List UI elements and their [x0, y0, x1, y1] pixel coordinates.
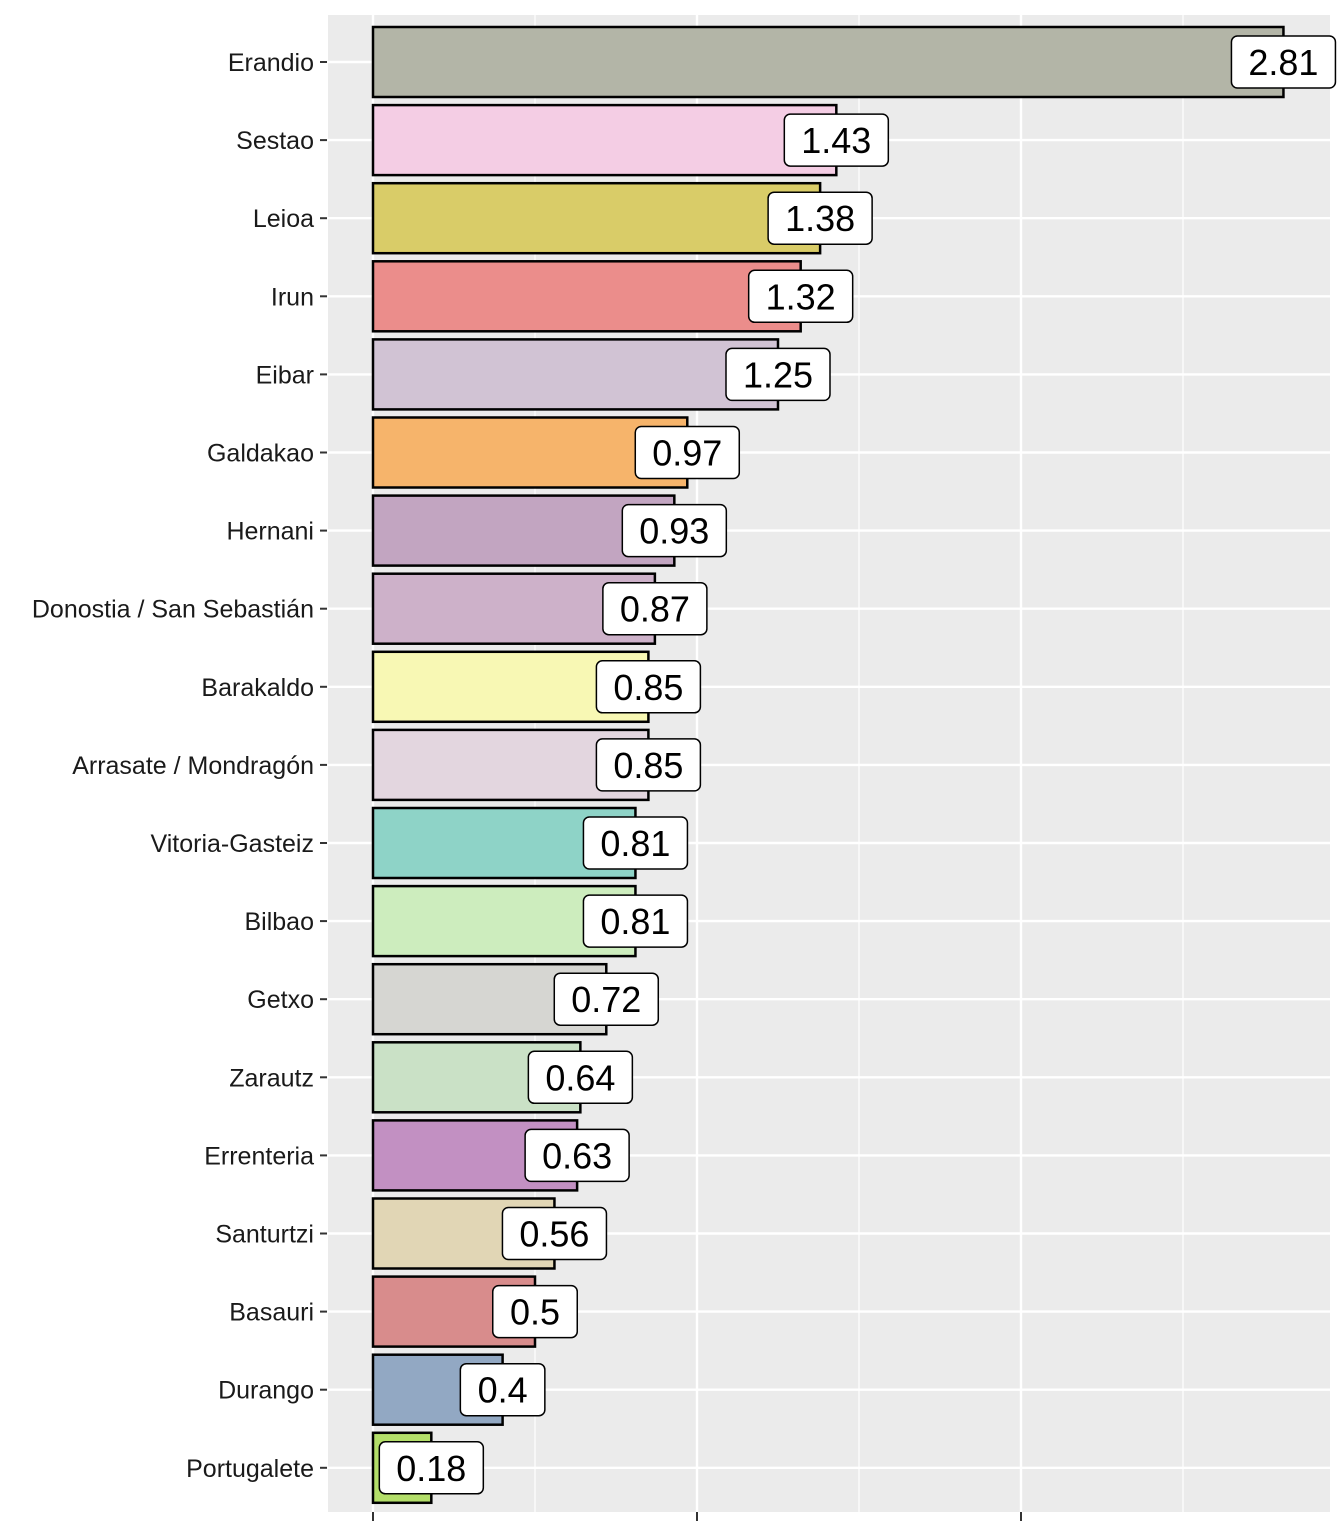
y-tick-label: Arrasate / Mondragón [72, 752, 314, 780]
data-label-text: 0.18 [396, 1448, 466, 1489]
data-label-box [1230, 35, 1337, 89]
bar-3 [371, 260, 802, 333]
y-tick-label: Portugalete [186, 1455, 314, 1483]
data-label-8: 0.85 [595, 660, 702, 714]
y-tick-label: Barakaldo [201, 674, 314, 702]
data-label-6: 0.93 [621, 503, 728, 558]
data-label-17: 0.4 [459, 1362, 546, 1417]
y-tick-label: Hernani [226, 518, 314, 546]
bar-0 [371, 25, 1285, 99]
data-label-text: 0.5 [510, 1292, 560, 1333]
bar-2 [371, 181, 822, 255]
data-label-text: 0.81 [600, 823, 670, 864]
bar-1 [371, 103, 838, 177]
data-label-5: 0.97 [634, 425, 741, 480]
data-label-text: 0.56 [519, 1214, 589, 1255]
y-axis: Erandio Sestao Leioa Irun Eibar Galdakao Herna… [32, 49, 327, 1483]
y-tick-label: Galdakao [207, 440, 314, 468]
data-label-text: 0.87 [620, 589, 690, 630]
y-tick-label: Eibar [256, 361, 314, 389]
data-label-18: 0.18 [378, 1441, 485, 1495]
data-label-text: 1.32 [766, 276, 836, 317]
y-tick-label: Sestao [236, 127, 314, 155]
data-label-0: 2.81 [1230, 35, 1337, 89]
data-label-text: 0.63 [542, 1135, 612, 1176]
data-label-9: 0.85 [595, 738, 702, 792]
data-label-2: 1.38 [767, 191, 873, 245]
data-label-box [783, 113, 890, 167]
data-label-text: 0.93 [639, 511, 709, 552]
data-label-box [553, 972, 660, 1026]
data-label-text: 0.85 [613, 667, 683, 708]
y-tick-label: Vitoria-Gasteiz [151, 830, 315, 858]
data-label-box [501, 1206, 608, 1261]
data-label-16: 0.5 [492, 1284, 578, 1339]
data-label-text: 1.25 [743, 354, 813, 395]
data-label-box [595, 738, 702, 792]
data-label-box [595, 660, 702, 714]
data-label-box [492, 1284, 578, 1339]
data-label-4: 1.25 [725, 347, 831, 402]
y-tick-label: Donostia / San Sebastián [32, 596, 314, 624]
data-label-box [747, 269, 854, 324]
data-label-13: 0.64 [527, 1050, 634, 1105]
data-label-box [582, 816, 689, 870]
y-tick-label: Irun [271, 283, 314, 311]
data-label-12: 0.72 [553, 972, 660, 1026]
data-label-box [725, 347, 831, 402]
data-label-14: 0.63 [524, 1128, 630, 1183]
data-label-box [582, 894, 689, 948]
data-label-text: 2.81 [1248, 42, 1318, 83]
data-label-box [524, 1128, 630, 1183]
y-tick-label: Durango [218, 1377, 314, 1405]
data-label-text: 0.72 [571, 979, 641, 1020]
data-label-text: 0.4 [478, 1370, 528, 1411]
data-label-box [459, 1362, 546, 1417]
data-label-text: 1.43 [801, 120, 871, 161]
x-axis [372, 1512, 1022, 1521]
bars [371, 25, 1285, 1505]
y-tick-label: Bilbao [245, 908, 315, 936]
data-label-11: 0.81 [582, 894, 689, 948]
data-label-text: 0.97 [652, 433, 722, 474]
y-tick-label: Getxo [247, 986, 314, 1014]
bar-4 [371, 338, 780, 411]
data-label-text: 1.38 [785, 198, 855, 239]
data-label-box [378, 1441, 485, 1495]
data-label-box [527, 1050, 634, 1105]
data-label-15: 0.56 [501, 1206, 608, 1261]
data-label-box [767, 191, 873, 245]
data-label-box [634, 425, 741, 480]
data-labels: 2.81 1.43 1.38 1.32 1.25 0.97 0.93 0.87 0.85 0.85… [378, 35, 1337, 1495]
data-label-text: 0.64 [545, 1057, 615, 1098]
y-tick-label: Zarautz [229, 1064, 314, 1092]
y-tick-label: Erandio [228, 49, 314, 77]
data-label-1: 1.43 [783, 113, 890, 167]
y-tick-label: Leioa [253, 205, 314, 233]
data-label-box [602, 581, 708, 636]
data-label-text: 0.85 [613, 745, 683, 786]
y-tick-label: Basauri [229, 1299, 314, 1327]
data-label-10: 0.81 [582, 816, 689, 870]
data-label-box [621, 503, 728, 558]
y-tick-label: Errenteria [204, 1142, 314, 1170]
data-label-7: 0.87 [602, 581, 708, 636]
data-label-3: 1.32 [747, 269, 854, 324]
data-label-text: 0.81 [600, 901, 670, 942]
y-tick-label: Santurtzi [215, 1221, 314, 1249]
